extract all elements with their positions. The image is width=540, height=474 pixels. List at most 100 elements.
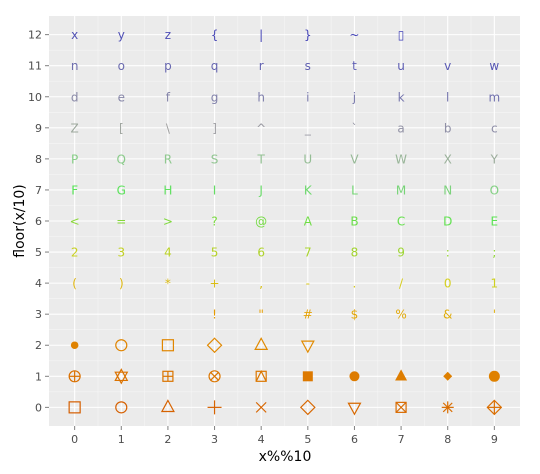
- y-tick-label: 7: [35, 184, 42, 197]
- point-marker-22: [161, 339, 175, 352]
- character-marker: =: [116, 215, 126, 229]
- character-marker: G: [117, 183, 126, 197]
- character-marker: &: [443, 308, 452, 322]
- character-marker: <: [70, 215, 80, 229]
- y-tick-label: 5: [35, 246, 42, 259]
- point-marker-19: [488, 370, 500, 382]
- x-tick-label: 5: [304, 433, 311, 446]
- character-marker: ": [258, 308, 264, 322]
- y-tick-label: 12: [28, 29, 42, 42]
- character-marker: +: [210, 277, 220, 291]
- character-marker: #: [303, 308, 313, 322]
- y-tick-label: 0: [35, 401, 42, 414]
- point-marker-25: [300, 340, 315, 354]
- point-marker-8: [441, 401, 454, 414]
- character-marker: z: [165, 28, 171, 42]
- character-marker: g: [211, 90, 219, 104]
- character-marker: 7: [304, 246, 312, 260]
- character-marker: R: [164, 152, 172, 166]
- character-marker: T: [257, 152, 266, 166]
- character-marker: [: [119, 121, 124, 135]
- character-marker: 4: [164, 246, 172, 260]
- x-tick-label: 7: [398, 433, 405, 446]
- point-marker-4: [255, 401, 267, 413]
- character-marker: *: [165, 277, 171, 291]
- character-marker: n: [71, 59, 79, 73]
- point-marker-3: [207, 400, 222, 415]
- character-marker: e: [118, 90, 125, 104]
- y-tick-label: 10: [28, 91, 42, 104]
- x-tick-label: 4: [258, 433, 265, 446]
- character-marker: N: [443, 183, 452, 197]
- character-marker: t: [352, 59, 357, 73]
- character-marker: o: [118, 59, 125, 73]
- character-marker: Y: [490, 152, 499, 166]
- y-tick-label: 4: [35, 277, 42, 290]
- character-marker: }: [304, 28, 312, 42]
- character-marker: V: [350, 152, 359, 166]
- x-tick-label: 3: [211, 433, 218, 446]
- character-marker: l: [446, 90, 449, 104]
- character-marker: 9: [397, 246, 405, 260]
- character-marker: I: [213, 183, 217, 197]
- character-marker: ;: [492, 246, 496, 260]
- point-marker-15: [302, 371, 313, 382]
- y-tick-label: 11: [28, 60, 42, 73]
- character-marker: ,: [259, 277, 263, 291]
- character-marker: q: [211, 59, 219, 73]
- y-tick-label: 2: [35, 339, 42, 352]
- x-tick-label: 6: [351, 433, 358, 446]
- character-marker: 5: [211, 246, 219, 260]
- character-marker: :: [446, 246, 450, 260]
- character-marker: 0: [444, 277, 452, 291]
- minor-gridlines: [49, 16, 520, 426]
- character-marker: ?: [211, 215, 217, 229]
- character-marker: J: [258, 183, 263, 197]
- point-marker-11: [114, 368, 129, 385]
- character-marker: $: [351, 308, 359, 322]
- character-marker: _: [304, 121, 312, 135]
- point-marker-24: [254, 337, 269, 350]
- x-tick-label: 2: [164, 433, 171, 446]
- character-marker: /: [399, 277, 404, 291]
- x-axis: 0 1 2 3 4 5 6 7 8 9: [71, 426, 498, 446]
- y-axis-title: floor(x/10): [12, 184, 28, 257]
- point-marker-7: [395, 401, 407, 413]
- character-marker: A: [304, 215, 313, 229]
- character-marker: ^: [256, 121, 266, 135]
- point-marker-9: [486, 399, 503, 416]
- point-markers: ! " # $% & ' () * +, -. / 0 1 2 3 4 5 6 7 8 9: ; < = >? @ A B C D E F G H…: [68, 28, 503, 416]
- point-marker-13: [208, 370, 221, 383]
- point-marker-14: [255, 369, 267, 382]
- point-marker-5: [299, 399, 316, 416]
- character-marker: %: [395, 308, 406, 322]
- character-marker: f: [166, 90, 171, 104]
- character-marker: 6: [257, 246, 265, 260]
- x-tick-label: 8: [444, 433, 451, 446]
- x-tick-label: 0: [71, 433, 78, 446]
- character-marker: U: [303, 152, 312, 166]
- character-marker: p: [164, 59, 172, 73]
- y-tick-label: 9: [35, 122, 42, 135]
- y-tick-label: 6: [35, 215, 42, 228]
- character-marker: 1: [491, 277, 499, 291]
- point-marker-12: [162, 370, 174, 382]
- character-marker: (: [72, 277, 77, 291]
- character-marker: 3: [117, 246, 125, 260]
- character-marker: ': [493, 308, 496, 322]
- character-marker: S: [211, 152, 219, 166]
- character-marker: m: [488, 90, 500, 104]
- point-marker-16: [349, 371, 360, 382]
- major-gridlines: [49, 16, 520, 426]
- character-marker: `: [351, 121, 357, 135]
- character-marker: ]: [212, 121, 217, 135]
- character-marker: E: [491, 215, 499, 229]
- y-tick-label: 8: [35, 153, 42, 166]
- character-marker: y: [118, 28, 125, 42]
- x-tick-label: 9: [491, 433, 498, 446]
- character-marker: ▯: [398, 28, 405, 42]
- character-marker: |: [259, 28, 263, 42]
- character-marker: Q: [117, 152, 126, 166]
